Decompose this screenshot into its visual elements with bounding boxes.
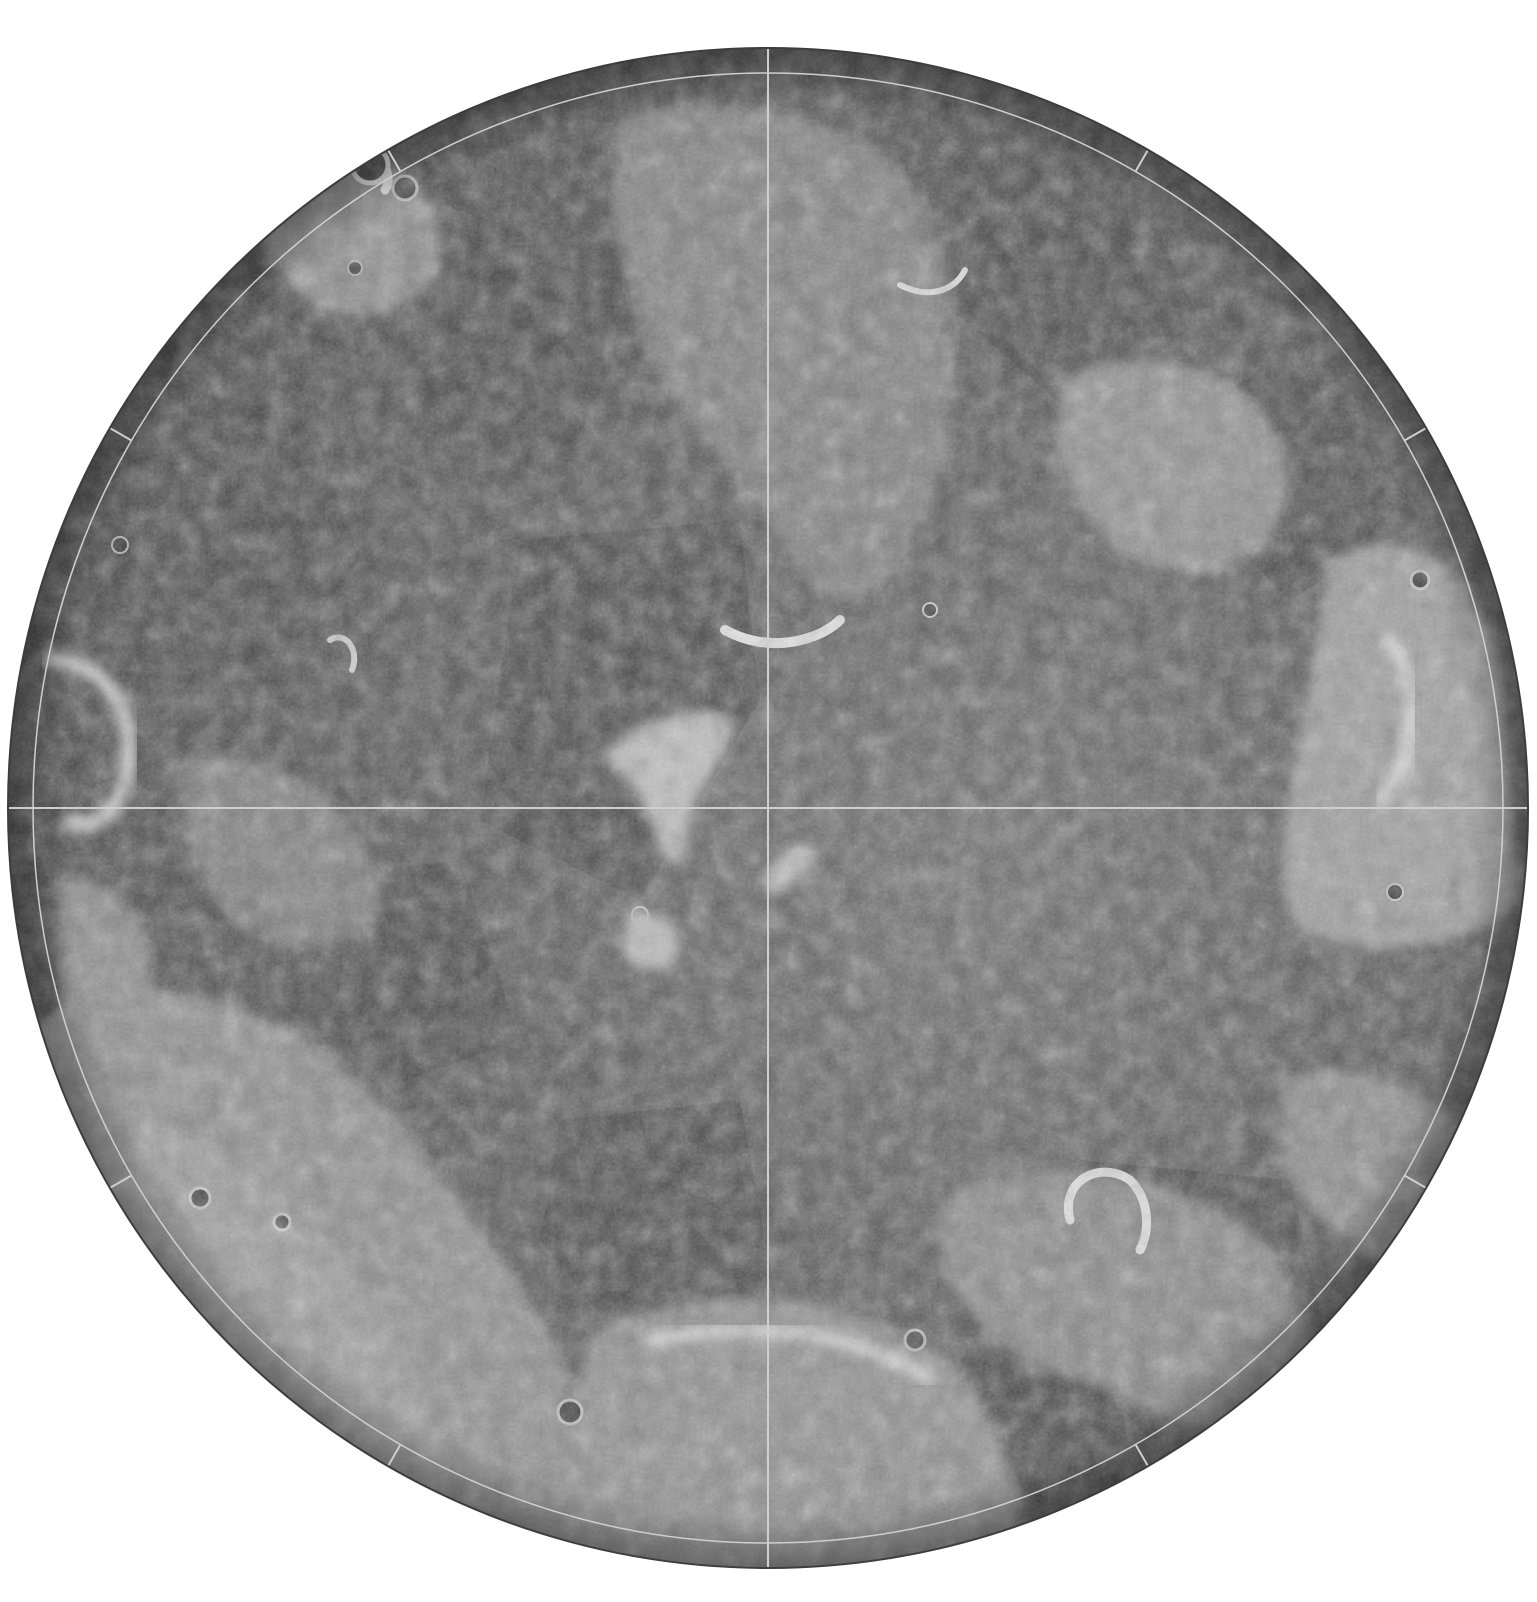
graticule-tick <box>1404 427 1427 442</box>
graticule <box>8 48 1528 1568</box>
graticule-tick <box>387 1444 402 1467</box>
graticule-tick <box>1404 1174 1427 1189</box>
graticule-tick <box>387 149 402 172</box>
disk-edge <box>7 47 1529 1569</box>
graticule-tick <box>1134 1444 1149 1467</box>
graticule-tick <box>1134 149 1149 172</box>
graticule-tick <box>109 427 132 442</box>
graticule-tick <box>109 1174 132 1189</box>
